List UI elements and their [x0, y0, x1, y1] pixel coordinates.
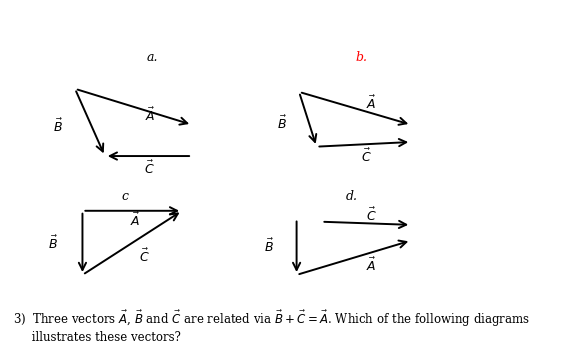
Text: 3)  Three vectors $\vec{A}$, $\vec{B}$ and $\vec{C}$ are related via $\vec{B}+\v: 3) Three vectors $\vec{A}$, $\vec{B}$ an…: [13, 309, 530, 344]
Text: $\vec{B}$: $\vec{B}$: [48, 235, 57, 252]
Text: c: c: [121, 190, 128, 203]
Text: $\vec{A}$: $\vec{A}$: [129, 212, 140, 229]
Text: $\vec{B}$: $\vec{B}$: [277, 114, 287, 132]
Text: $\vec{B}$: $\vec{B}$: [264, 238, 274, 255]
Text: a.: a.: [146, 51, 158, 64]
Text: $\vec{C}$: $\vec{C}$: [139, 247, 150, 265]
Text: $\vec{A}$: $\vec{A}$: [144, 107, 155, 124]
Text: $\vec{A}$: $\vec{A}$: [366, 94, 376, 111]
Text: $\vec{B}$: $\vec{B}$: [53, 118, 63, 135]
Text: $\vec{C}$: $\vec{C}$: [366, 207, 376, 224]
Text: b.: b.: [356, 51, 367, 64]
Text: $\vec{C}$: $\vec{C}$: [361, 148, 372, 165]
Text: $\vec{A}$: $\vec{A}$: [366, 257, 376, 274]
Text: d.: d.: [345, 190, 357, 203]
Text: $\vec{C}$: $\vec{C}$: [144, 160, 155, 177]
